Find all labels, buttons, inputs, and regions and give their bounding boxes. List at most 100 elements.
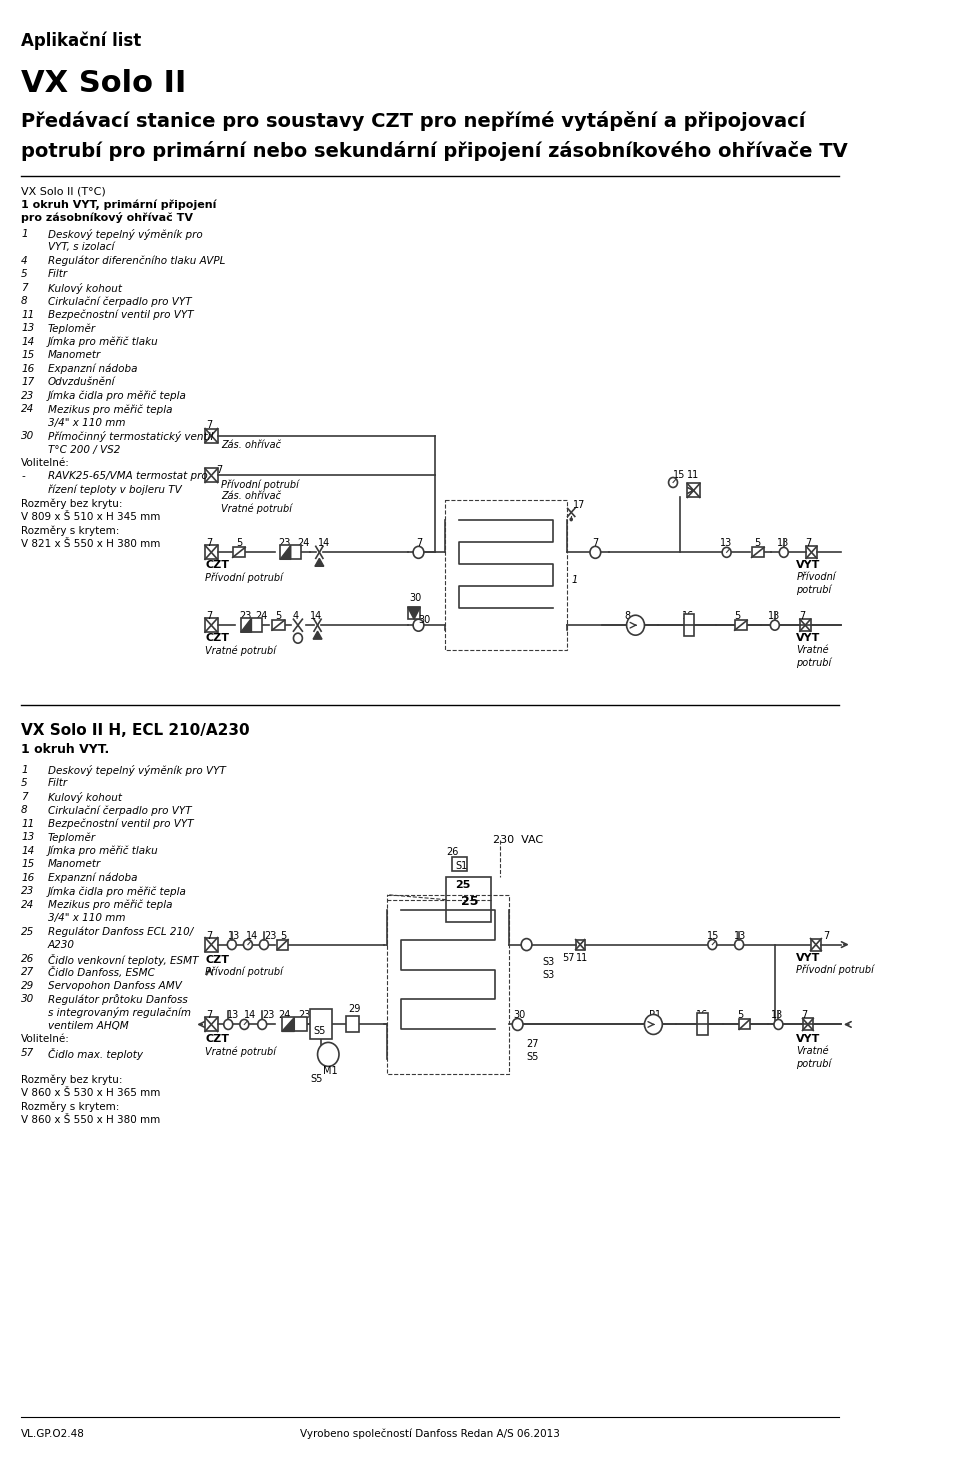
Text: 13: 13 [771,1011,783,1020]
Text: Čidlo max. teploty: Čidlo max. teploty [48,1048,143,1059]
Text: 5: 5 [280,931,286,941]
Bar [408,608,420,619]
Text: 7: 7 [205,538,212,548]
Text: Čidlo Danfoss, ESMC: Čidlo Danfoss, ESMC [48,967,155,977]
Bar [446,877,491,922]
Text: Deskový tepelný výměník pro VYT: Deskový tepelný výměník pro VYT [48,766,226,776]
Text: Rozměry bez krytu:: Rozměry bez krytu: [21,498,123,508]
Text: Mezikus pro měřič tepla: Mezikus pro měřič tepla [48,405,173,415]
Text: CZT: CZT [205,633,229,643]
Text: 13: 13 [228,931,241,941]
Text: Mezikus pro měřič tepla: Mezikus pro měřič tepla [48,900,173,910]
Text: potrubí pro primární nebo sekundární připojení zásobníkového ohřívače TV: potrubí pro primární nebo sekundární při… [21,142,848,161]
Text: 14: 14 [21,336,35,346]
Text: Přívodní potrubí: Přívodní potrubí [205,573,283,583]
Text: 7: 7 [805,538,811,548]
Text: 13: 13 [21,833,35,843]
Text: Kulový kohout: Kulový kohout [48,283,122,294]
Text: VYT: VYT [796,633,821,643]
Text: 24: 24 [278,1011,291,1020]
Text: 17: 17 [21,377,35,387]
Text: VYT: VYT [796,1034,821,1045]
Bar [282,1017,307,1031]
Text: RAVK25-65/VMA termostat pro: RAVK25-65/VMA termostat pro [48,472,207,482]
Text: 4: 4 [293,611,299,621]
Bar [205,469,218,482]
Text: Vratné potrubí: Vratné potrubí [205,1046,276,1056]
Text: 57: 57 [21,1048,35,1058]
Text: Teploměr: Teploměr [48,833,96,843]
Bar [277,939,288,950]
Text: Manometr: Manometr [48,351,101,361]
Text: S3: S3 [542,957,555,967]
Text: 26: 26 [446,847,459,856]
Text: 1 okruh VYT.: 1 okruh VYT. [21,744,109,755]
Text: 16: 16 [682,611,694,621]
Text: 25: 25 [462,894,479,907]
Text: 13: 13 [227,1011,239,1020]
Text: Čidlo venkovní teploty, ESMT: Čidlo venkovní teploty, ESMT [48,954,199,966]
Text: CZT: CZT [205,561,229,570]
Bar [697,1014,708,1036]
Text: 5: 5 [733,611,740,621]
Text: Přívodní potrubí: Přívodní potrubí [205,967,283,977]
Text: S5: S5 [527,1052,539,1062]
Text: 3/4" x 110 mm: 3/4" x 110 mm [48,913,126,923]
Bar [205,938,218,951]
Bar [241,618,262,633]
Circle shape [722,548,732,557]
Text: 7: 7 [21,283,28,292]
Text: Jímka pro měřič tlaku: Jímka pro měřič tlaku [48,336,158,348]
Bar [806,546,817,558]
Text: 16: 16 [696,1011,708,1020]
Text: S5: S5 [310,1074,323,1084]
Circle shape [294,633,302,643]
Text: T°C 200 / VS2: T°C 200 / VS2 [48,444,120,454]
Bar [205,1017,218,1031]
Text: 30: 30 [514,1011,525,1020]
Text: 11: 11 [21,818,35,828]
Text: 11: 11 [687,470,700,481]
Text: 7: 7 [216,465,222,475]
Text: Přívodní potrubí: Přívodní potrubí [221,479,299,489]
Text: VYT: VYT [796,561,821,570]
Circle shape [259,939,269,950]
Circle shape [708,939,717,950]
Bar [272,621,284,630]
Bar [810,938,822,951]
Text: 7: 7 [416,538,422,548]
Text: potrubí: potrubí [796,584,831,595]
Text: VX Solo II H, ECL 210/A230: VX Solo II H, ECL 210/A230 [21,723,250,738]
Text: Filtr: Filtr [48,779,68,789]
Text: Servopohon Danfoss AMV: Servopohon Danfoss AMV [48,980,181,991]
Text: Deskový tepelný výměník pro: Deskový tepelný výměník pro [48,229,203,240]
Text: 30: 30 [21,431,35,441]
Text: 14: 14 [310,611,323,621]
Circle shape [627,615,644,636]
Text: S3: S3 [542,970,555,979]
Bar [452,856,467,871]
Text: Expanzní nádoba: Expanzní nádoba [48,872,137,884]
Text: Přívodní: Přívodní [796,573,836,583]
Text: 8: 8 [21,805,28,815]
Circle shape [590,546,601,558]
Bar [280,545,301,560]
Text: 13: 13 [21,323,35,333]
Polygon shape [282,1017,295,1031]
Text: 8: 8 [625,611,631,621]
Text: 13: 13 [768,611,780,621]
Bar [347,1017,359,1033]
Text: Regulátor průtoku Danfoss: Regulátor průtoku Danfoss [48,993,187,1005]
Text: 4: 4 [21,256,28,266]
Text: VX Solo II: VX Solo II [21,69,186,98]
Bar [739,1020,750,1030]
Text: -: - [21,472,25,482]
Polygon shape [280,545,291,560]
Text: Přívodní potrubí: Přívodní potrubí [796,964,875,974]
Circle shape [513,1018,523,1030]
Text: 7: 7 [205,611,212,621]
Text: ventilem AHQM: ventilem AHQM [48,1021,129,1031]
Text: Vratné: Vratné [796,646,828,655]
Text: 5: 5 [21,779,28,789]
Text: 7: 7 [591,538,598,548]
